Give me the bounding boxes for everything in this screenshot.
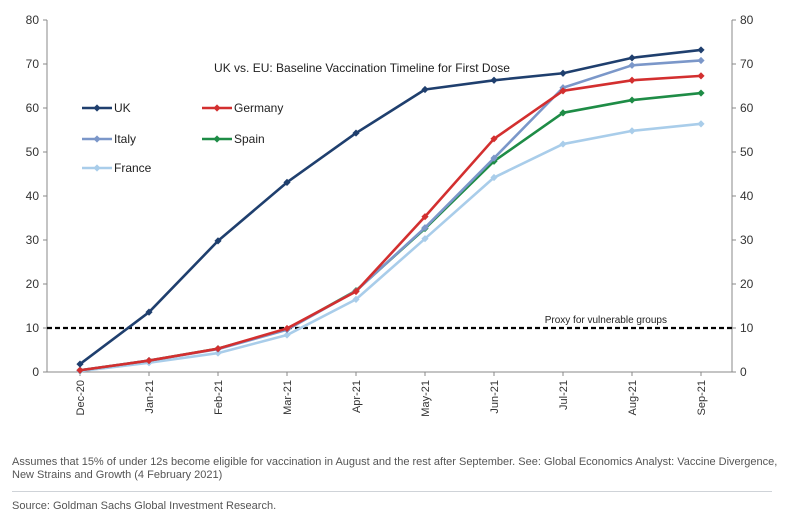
- data-point-france: [352, 295, 360, 303]
- data-point-uk: [628, 54, 636, 62]
- y-tick-label-right: 70: [740, 57, 754, 71]
- legend-label-italy: Italy: [114, 132, 136, 146]
- data-point-germany: [628, 76, 636, 84]
- data-point-uk: [421, 85, 429, 94]
- data-point-italy: [490, 154, 498, 162]
- x-tick-label: Dec-20: [75, 380, 87, 415]
- data-point-france: [490, 173, 498, 182]
- data-point-uk: [214, 237, 222, 245]
- data-point-uk: [283, 178, 291, 186]
- y-tick-label-right: 80: [740, 13, 754, 27]
- chart-title: UK vs. EU: Baseline Vaccination Timeline…: [214, 61, 510, 75]
- y-tick-label-left: 60: [26, 101, 40, 115]
- y-tick-label-left: 20: [26, 277, 40, 291]
- x-tick-label: Jun-21: [489, 380, 501, 414]
- y-tick-label-left: 30: [26, 233, 40, 247]
- x-tick-label: Jan-21: [144, 380, 156, 414]
- y-tick-label-right: 10: [740, 321, 754, 335]
- x-tick-label: May-21: [420, 380, 432, 417]
- y-tick-label-left: 40: [26, 189, 40, 203]
- data-point-germany: [145, 356, 153, 365]
- data-point-germany: [559, 87, 567, 95]
- legend-marker-italy: [93, 135, 101, 143]
- series-line-uk: [79, 48, 702, 366]
- reference-line-label: Proxy for vulnerable groups: [545, 315, 667, 326]
- y-tick-label-right: 60: [740, 101, 754, 115]
- data-point-france: [697, 120, 705, 128]
- data-point-germany: [421, 213, 429, 221]
- data-point-france: [214, 349, 222, 357]
- divider: [12, 491, 772, 492]
- y-tick-label-left: 10: [26, 321, 40, 335]
- y-tick-label-right: 0: [740, 365, 747, 379]
- legend-label-spain: Spain: [234, 132, 265, 146]
- data-point-uk: [76, 360, 84, 368]
- data-point-spain: [697, 89, 705, 97]
- data-point-germany: [697, 72, 705, 80]
- data-point-france: [628, 127, 636, 135]
- y-tick-label-right: 20: [740, 277, 754, 291]
- y-tick-label-right: 30: [740, 233, 754, 247]
- legend-marker-france: [93, 164, 101, 172]
- data-point-uk: [352, 129, 360, 137]
- y-tick-label-left: 50: [26, 145, 40, 159]
- data-point-france: [421, 235, 429, 243]
- x-tick-label: Mar-21: [282, 380, 294, 415]
- legend-label-uk: UK: [114, 101, 131, 115]
- source-note: Source: Goldman Sachs Global Investment …: [12, 500, 277, 512]
- y-tick-label-left: 70: [26, 57, 40, 71]
- data-point-italy: [697, 56, 705, 65]
- data-point-germany: [490, 135, 498, 143]
- x-tick-label: Feb-21: [213, 380, 225, 415]
- x-tick-label: Aug-21: [627, 380, 639, 415]
- data-point-uk: [145, 308, 153, 316]
- data-point-germany: [214, 345, 222, 353]
- series-line-germany: [79, 74, 702, 372]
- data-point-france: [559, 140, 567, 148]
- x-tick-label: Apr-21: [351, 380, 363, 413]
- data-point-italy: [628, 61, 636, 69]
- data-point-spain: [559, 109, 567, 117]
- y-tick-label-left: 0: [32, 365, 39, 379]
- legend-marker-germany: [213, 104, 221, 112]
- data-point-france: [283, 331, 291, 339]
- legend-label-france: France: [114, 161, 152, 175]
- x-tick-label: Sep-21: [696, 380, 708, 415]
- series-line-france: [79, 122, 702, 373]
- legend-marker-uk: [93, 104, 101, 112]
- vaccination-line-chart: 0 0 10 10 20 20 30 30 40 40 50 50 60 60 70 70 80 80 Dec-20…: [26, 13, 754, 417]
- x-tick-label: Jul-21: [558, 380, 570, 410]
- y-tick-label-left: 80: [26, 13, 40, 27]
- data-point-germany: [76, 366, 84, 374]
- data-point-uk: [697, 46, 705, 54]
- y-tick-label-right: 50: [740, 145, 754, 159]
- data-point-uk: [559, 69, 567, 77]
- footnote: Assumes that 15% of under 12s become eli…: [12, 456, 778, 481]
- data-point-germany: [283, 324, 291, 333]
- data-point-spain: [628, 96, 636, 104]
- legend-marker-spain: [213, 135, 221, 143]
- data-point-italy: [421, 224, 429, 232]
- data-point-uk: [490, 76, 498, 84]
- legend-label-germany: Germany: [234, 101, 283, 115]
- y-tick-label-right: 40: [740, 189, 754, 203]
- data-point-germany: [352, 287, 360, 296]
